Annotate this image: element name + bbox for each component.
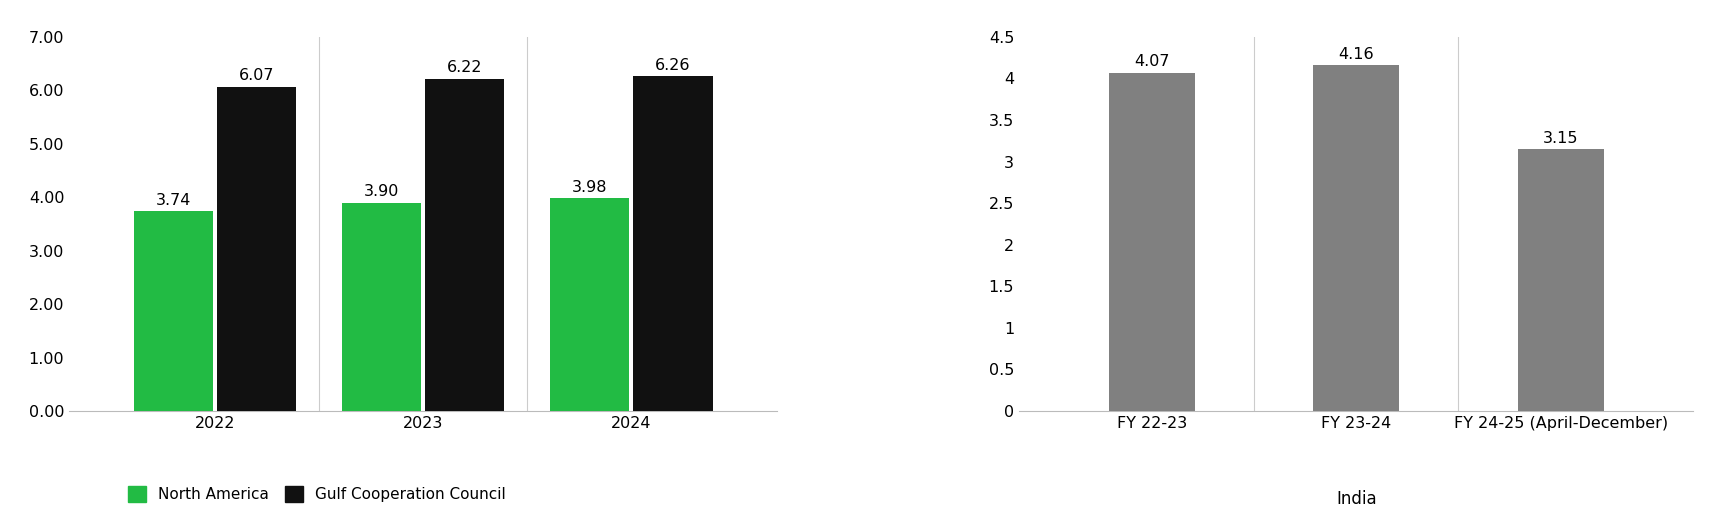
Text: 3.98: 3.98 — [572, 180, 608, 195]
Bar — [342, 202, 422, 411]
Bar — [425, 79, 505, 411]
Bar — [1109, 73, 1194, 411]
Text: 6.07: 6.07 — [238, 69, 275, 83]
Bar — [634, 76, 712, 411]
Text: 3.90: 3.90 — [365, 184, 399, 199]
Text: 6.26: 6.26 — [655, 58, 691, 73]
Bar — [218, 86, 295, 411]
Text: 4.16: 4.16 — [1339, 47, 1374, 62]
Bar — [1313, 65, 1400, 411]
Text: 3.15: 3.15 — [1543, 131, 1578, 146]
Text: 6.22: 6.22 — [448, 61, 482, 75]
Legend: North America, Gulf Cooperation Council: North America, Gulf Cooperation Council — [121, 480, 511, 508]
Bar — [550, 198, 629, 411]
Bar — [1517, 149, 1604, 411]
Bar — [133, 211, 213, 411]
Text: India: India — [1336, 490, 1377, 508]
Text: 3.74: 3.74 — [156, 193, 190, 208]
Text: 4.07: 4.07 — [1134, 54, 1170, 70]
